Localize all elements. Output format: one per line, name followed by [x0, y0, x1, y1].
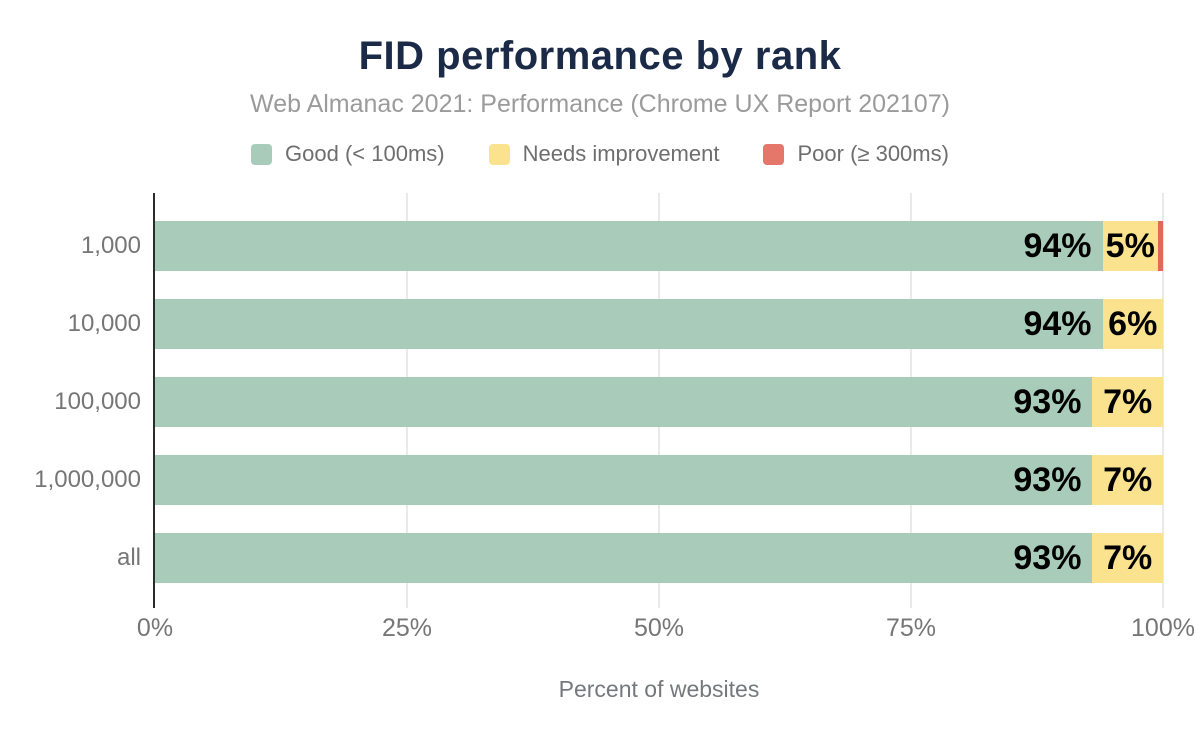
legend-item-needs-improvement[interactable]: Needs improvement	[488, 141, 720, 167]
bar-value-label: 7%	[1103, 539, 1153, 577]
legend-item-label: Needs improvement	[522, 141, 720, 166]
legend-swatch-icon	[251, 143, 273, 165]
bar-value-label: 93%	[1013, 461, 1082, 499]
bar-value-label: 5%	[1105, 227, 1155, 265]
bar-value-label: 94%	[1023, 305, 1092, 343]
y-axis-label-100-000: 100,000	[54, 388, 141, 415]
bar-row-all: 93% 7%	[155, 533, 1163, 583]
bar-segment-needs-improvement[interactable]: 7%	[1092, 533, 1163, 583]
y-axis-label-1-000: 1,000	[80, 232, 141, 259]
x-tick-label-50: 50%	[633, 614, 685, 642]
y-axis-line	[153, 193, 155, 608]
legend-item-label: Poor (≥ 300ms)	[797, 141, 949, 166]
gridline-100	[1162, 193, 1164, 608]
bar-row-1-000-000: 93% 7%	[155, 455, 1163, 505]
bar-row-100-000: 93% 7%	[155, 377, 1163, 427]
x-tick-label-0: 0%	[136, 614, 174, 642]
x-tick-label-100: 100%	[1131, 614, 1195, 642]
bar-segment-needs-improvement[interactable]: 7%	[1092, 377, 1163, 427]
y-axis-label-1-000-000: 1,000,000	[34, 466, 141, 493]
bar-value-label: 6%	[1108, 305, 1158, 343]
legend: Good (< 100ms) Needs improvement Poor (≥ 3…	[0, 141, 1200, 167]
bar-segment-good-100ms[interactable]: 94%	[155, 299, 1103, 349]
x-tick-label-75: 75%	[885, 614, 937, 642]
legend-swatch-icon	[488, 143, 510, 165]
y-axis-label-all: all	[116, 544, 141, 571]
x-tick-label-25: 25%	[381, 614, 433, 642]
chart-subtitle: Web Almanac 2021: Performance (Chrome UX…	[250, 90, 950, 118]
bar-segment-good-100ms[interactable]: 94%	[155, 221, 1103, 271]
bar-value-label: 94%	[1023, 227, 1092, 265]
bar-row-1-000: 94% 5%	[155, 221, 1163, 271]
bar-segment-good-100ms[interactable]: 93%	[155, 533, 1093, 583]
y-axis-label-10-000: 10,000	[67, 310, 141, 337]
bar-row-10-000: 94% 6%	[155, 299, 1163, 349]
chart-title: FID performance by rank	[358, 34, 842, 78]
x-axis-title: Percent of websites	[558, 676, 760, 702]
bar-value-label: 93%	[1013, 383, 1082, 421]
bar-segment-poor-300ms[interactable]	[1157, 221, 1163, 271]
legend-item-poor-300ms[interactable]: Poor (≥ 300ms)	[763, 141, 949, 167]
bar-segment-needs-improvement[interactable]: 5%	[1102, 221, 1158, 271]
bar-value-label: 7%	[1103, 461, 1153, 499]
legend-item-label: Good (< 100ms)	[285, 141, 445, 166]
bar-value-label: 7%	[1103, 383, 1153, 421]
bar-segment-good-100ms[interactable]: 93%	[155, 455, 1093, 505]
bar-value-label: 93%	[1013, 539, 1082, 577]
bar-segment-needs-improvement[interactable]: 6%	[1102, 299, 1163, 349]
plot-area: 94% 5% 94% 6% 93% 7% 93% 7% 93% 7%	[153, 193, 1164, 608]
bar-segment-good-100ms[interactable]: 93%	[155, 377, 1093, 427]
legend-swatch-icon	[763, 143, 785, 165]
bar-segment-needs-improvement[interactable]: 7%	[1092, 455, 1163, 505]
legend-item-good-100ms[interactable]: Good (< 100ms)	[251, 141, 445, 167]
